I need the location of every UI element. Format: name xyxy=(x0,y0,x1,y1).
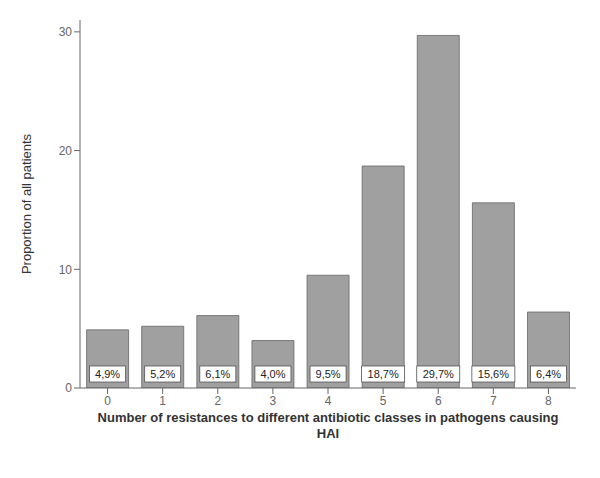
svg-text:20: 20 xyxy=(59,144,73,158)
svg-text:5,2%: 5,2% xyxy=(150,368,175,380)
svg-text:9,5%: 9,5% xyxy=(316,368,341,380)
svg-text:2: 2 xyxy=(214,394,221,408)
svg-text:6,1%: 6,1% xyxy=(205,368,230,380)
svg-text:Number of resistances to diffe: Number of resistances to different antib… xyxy=(98,410,559,441)
svg-text:29,7%: 29,7% xyxy=(423,368,454,380)
svg-text:6: 6 xyxy=(435,394,442,408)
svg-text:3: 3 xyxy=(270,394,277,408)
svg-text:30: 30 xyxy=(59,25,73,39)
svg-text:7: 7 xyxy=(490,394,497,408)
svg-text:Proportion of all patients: Proportion of all patients xyxy=(19,133,34,274)
svg-text:4,9%: 4,9% xyxy=(95,368,120,380)
svg-text:0: 0 xyxy=(104,394,111,408)
svg-text:1: 1 xyxy=(159,394,166,408)
svg-text:15,6%: 15,6% xyxy=(478,368,509,380)
svg-text:10: 10 xyxy=(59,263,73,277)
svg-text:8: 8 xyxy=(545,394,552,408)
svg-text:0: 0 xyxy=(65,381,72,395)
svg-text:4,0%: 4,0% xyxy=(260,368,285,380)
svg-text:5: 5 xyxy=(380,394,387,408)
svg-text:6,4%: 6,4% xyxy=(536,368,561,380)
svg-text:18,7%: 18,7% xyxy=(368,368,399,380)
svg-text:4: 4 xyxy=(325,394,332,408)
